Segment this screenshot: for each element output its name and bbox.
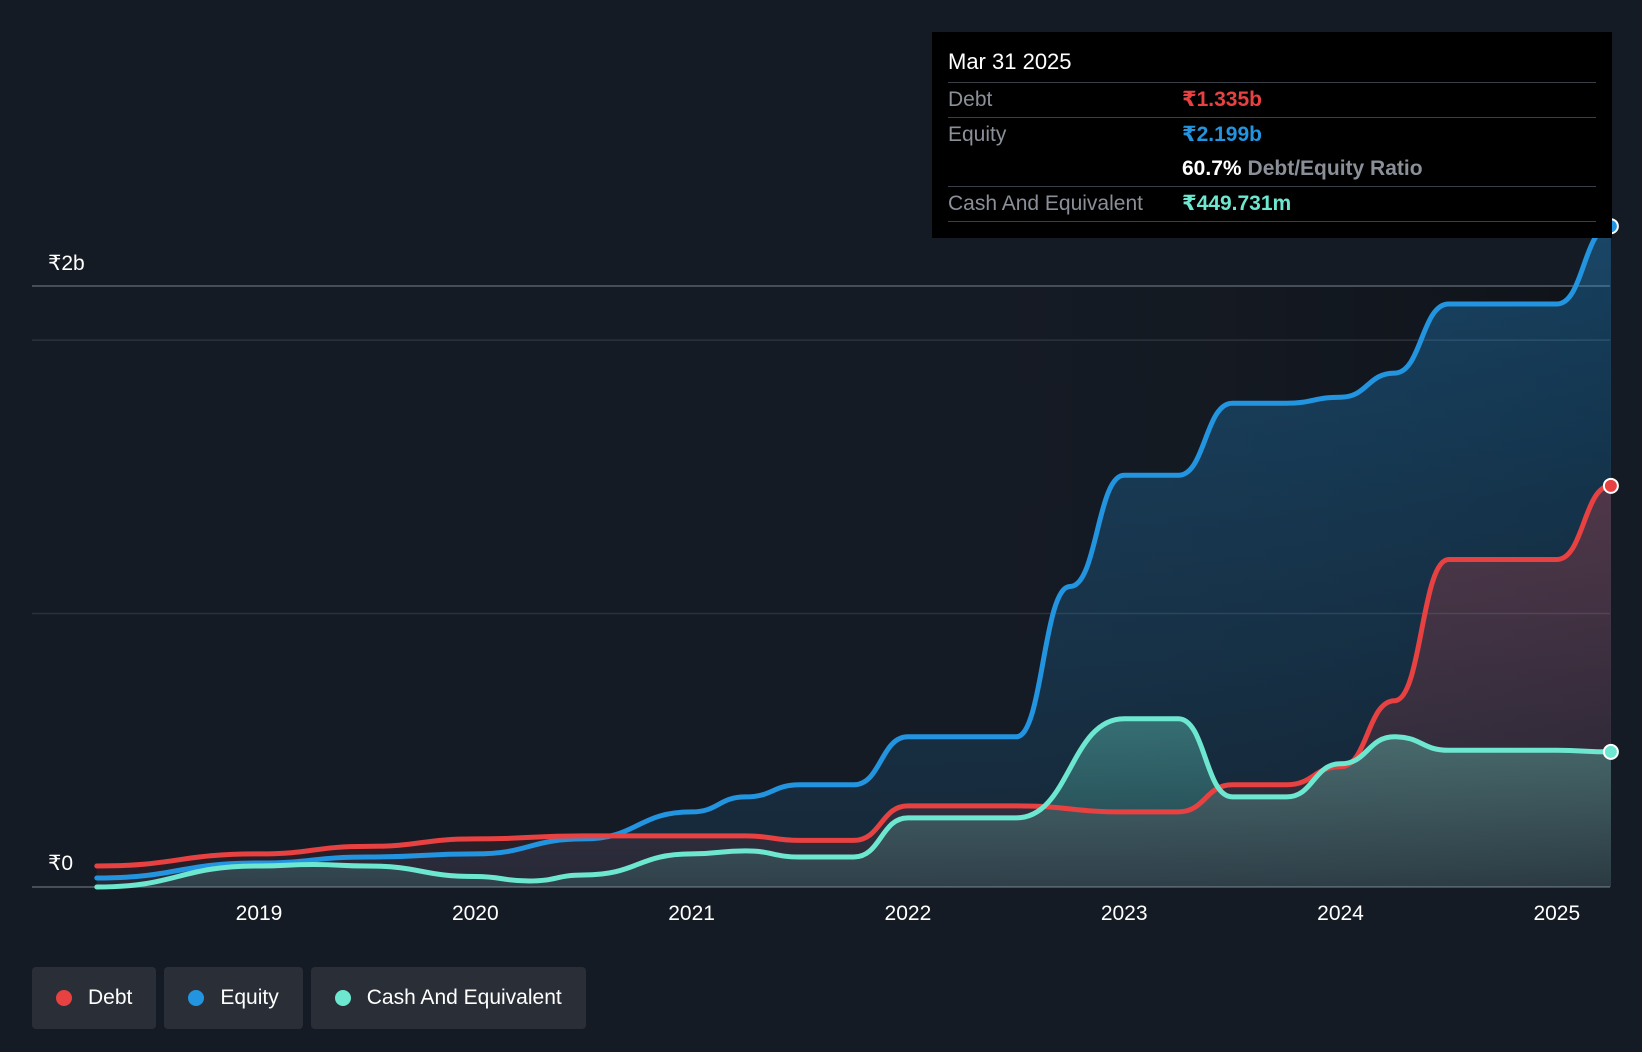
chart-legend: Debt Equity Cash And Equivalent [32,967,586,1029]
tooltip-equity-label: Equity [948,123,1007,146]
cash-and-equivalent-line [94,716,1614,890]
x-tick-2020: 2020 [452,902,499,925]
x-tick-2022: 2022 [885,902,932,925]
equity-area [96,226,1611,887]
debt-line [94,483,1614,869]
cash-and-equivalent-area [96,718,1611,887]
x-tick-2025: 2025 [1533,902,1580,925]
x-tick-2024: 2024 [1317,902,1364,925]
legend-label-debt: Debt [88,986,133,1009]
tooltip-debt-value: ₹1.335b [1182,88,1262,111]
legend-item-cash[interactable]: Cash And Equivalent [310,967,586,1029]
x-tick-2019: 2019 [236,902,283,925]
y-tick-zero: ₹0 [48,852,73,875]
cash-dot-icon [334,990,351,1006]
tooltip-ratio-value: 60.7% [1182,157,1242,180]
tooltip-debt-row: Debt ₹1.335b [948,82,1596,117]
y-tick-top: ₹2b [48,252,85,275]
legend-item-debt[interactable]: Debt [32,967,157,1029]
tooltip-ratio: 60.7% Debt/Equity Ratio [1182,152,1423,186]
tooltip-ratio-label: Debt/Equity Ratio [1247,157,1423,180]
tooltip-cash-label: Cash And Equivalent [948,192,1143,215]
equity-dot-icon [188,990,205,1006]
debt-dot-icon [56,990,72,1006]
cash-and-equivalent-end-marker[interactable] [1602,743,1619,760]
tooltip-cash-value: ₹449.731m [1182,192,1292,215]
tooltip-debt-label: Debt [948,88,993,111]
x-tick-2021: 2021 [668,902,715,925]
legend-label-cash: Cash And Equivalent [366,986,562,1009]
tooltip-cash-row: Cash And Equivalent ₹449.731m [948,186,1596,222]
tooltip-equity-value: ₹2.199b [1182,123,1262,146]
tooltip-ratio-row: 60.7% Debt/Equity Ratio [948,152,1596,186]
debt-end-marker[interactable] [1602,477,1619,494]
legend-item-equity[interactable]: Equity [164,967,303,1029]
x-tick-2023: 2023 [1101,902,1148,925]
equity-line [94,223,1614,881]
series-lines [94,223,1614,890]
tooltip-panel: Mar 31 2025 Debt ₹1.335b Equity ₹2.199b … [932,32,1612,238]
tooltip-equity-row: Equity ₹2.199b [948,117,1596,152]
legend-label-equity: Equity [220,986,279,1009]
axis-labels: 2019 2020 2021 2022 2023 2024 2025 ₹0 ₹2b [48,252,1580,925]
tooltip-date: Mar 31 2025 [948,49,1072,74]
